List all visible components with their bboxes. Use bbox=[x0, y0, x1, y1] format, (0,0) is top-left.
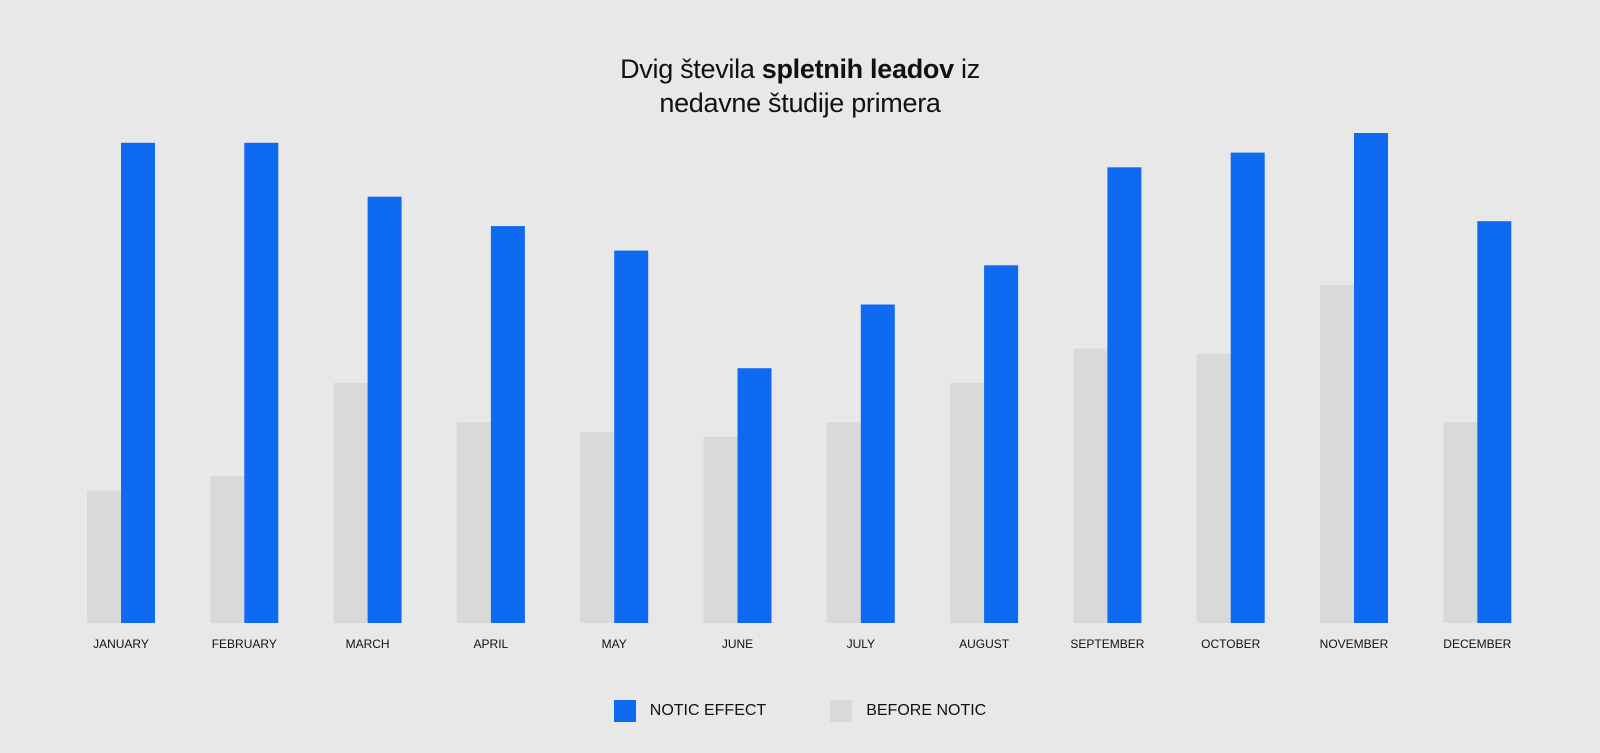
chart-title-part2: iz bbox=[953, 54, 980, 84]
x-tick-label-january: JANUARY bbox=[93, 637, 149, 651]
bar-before-notic-july bbox=[826, 422, 861, 623]
bar-notic-effect-june bbox=[737, 368, 772, 623]
bar-before-notic-october bbox=[1196, 353, 1231, 623]
legend: NOTIC EFFECT BEFORE NOTIC bbox=[0, 700, 1600, 722]
bar-before-notic-september bbox=[1073, 348, 1108, 623]
bar-notic-effect-april bbox=[490, 226, 525, 623]
legend-item-notic-effect: NOTIC EFFECT bbox=[613, 700, 767, 722]
bar-notic-effect-february bbox=[244, 142, 279, 624]
legend-swatch-before-notic bbox=[830, 700, 853, 722]
x-tick-label-july: JULY bbox=[847, 637, 875, 651]
x-tick-label-october: OCTOBER bbox=[1201, 637, 1260, 651]
legend-item-before-notic: BEFORE NOTIC bbox=[830, 700, 986, 722]
bar-before-notic-february bbox=[210, 476, 245, 623]
x-tick-label-march: MARCH bbox=[346, 637, 390, 651]
bar-before-notic-may bbox=[580, 431, 615, 623]
chart-title-part1: Dvig števila bbox=[620, 54, 762, 84]
chart-title-bold: spletnih leadov bbox=[761, 54, 954, 84]
legend-label-before-notic: BEFORE NOTIC bbox=[866, 702, 987, 719]
x-tick-label-may: MAY bbox=[602, 637, 627, 651]
bar-notic-effect-august bbox=[984, 265, 1019, 623]
bar-notic-effect-december bbox=[1477, 221, 1512, 623]
chart-title-line2: nedavne študije primera bbox=[659, 88, 941, 118]
x-tick-label-february: FEBRUARY bbox=[212, 637, 277, 651]
bar-notic-effect-october bbox=[1230, 152, 1265, 623]
bar-notic-effect-july bbox=[860, 304, 895, 623]
bar-before-notic-november bbox=[1320, 284, 1354, 623]
bar-notic-effect-may bbox=[614, 250, 649, 623]
bar-notic-effect-march bbox=[367, 196, 402, 623]
bar-notic-effect-september bbox=[1107, 167, 1142, 624]
x-tick-label-december: DECEMBER bbox=[1443, 637, 1511, 651]
bar-chart-svg: JANUARY FEBRUARY MARCH APRIL MAY JUNE JULY AUGU… bbox=[87, 133, 1512, 651]
bar-before-notic-june bbox=[703, 436, 738, 623]
x-tick-label-november: NOVEMBER bbox=[1320, 637, 1389, 651]
x-tick-label-april: APRIL bbox=[474, 637, 509, 651]
x-tick-label-september: SEPTEMBER bbox=[1070, 637, 1144, 651]
bar-before-notic-april bbox=[456, 422, 491, 623]
x-tick-label-august: AUGUST bbox=[959, 637, 1010, 651]
bar-notic-effect-november bbox=[1354, 133, 1388, 623]
x-tick-label-june: JUNE bbox=[722, 637, 753, 651]
bar-before-notic-january bbox=[87, 490, 121, 623]
legend-swatch-notic-effect bbox=[613, 700, 636, 722]
bar-before-notic-march bbox=[333, 382, 368, 623]
legend-label-notic-effect: NOTIC EFFECT bbox=[649, 702, 767, 719]
bar-before-notic-august bbox=[950, 382, 985, 623]
chart-title: Dvig števila spletnih leadov iz nedavne … bbox=[0, 52, 1600, 120]
bar-notic-effect-january bbox=[121, 142, 155, 624]
bar-before-notic-december bbox=[1443, 422, 1478, 623]
